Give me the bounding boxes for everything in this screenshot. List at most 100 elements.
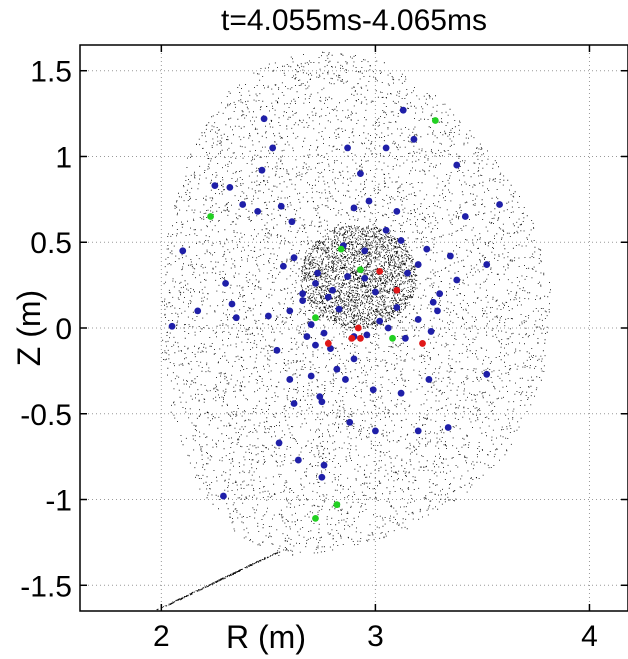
- red-markers-series: [324, 268, 426, 347]
- blue-marker-point: [453, 161, 461, 169]
- red-marker-point: [348, 334, 356, 342]
- blue-marker-point: [307, 321, 315, 328]
- blue-marker-point: [350, 204, 358, 212]
- blue-markers-series: [168, 106, 503, 500]
- chart-title: t=4.055ms-4.065ms: [221, 4, 487, 37]
- blue-marker-point: [312, 280, 319, 287]
- blue-marker-point: [399, 106, 407, 114]
- blue-marker-point: [307, 372, 315, 380]
- blue-marker-point: [226, 183, 234, 191]
- y-tick-label: -0.5: [20, 399, 72, 432]
- blue-marker-point: [264, 312, 272, 320]
- blue-marker-point: [294, 456, 302, 464]
- y-tick-label: 1: [55, 141, 72, 174]
- green-marker-point: [357, 266, 364, 274]
- blue-marker-point: [397, 237, 405, 244]
- blue-marker-point: [220, 492, 227, 500]
- blue-marker-point: [299, 290, 307, 298]
- x-tick-label: 2: [153, 620, 170, 653]
- y-axis-label: Z (m): [11, 290, 47, 366]
- blue-marker-point: [434, 307, 441, 315]
- blue-marker-point: [369, 386, 377, 394]
- red-marker-point: [419, 340, 426, 347]
- blue-marker-point: [269, 144, 277, 152]
- blue-marker-point: [397, 389, 405, 397]
- x-tick-label: 4: [581, 620, 598, 653]
- blue-marker-point: [211, 182, 219, 190]
- blue-marker-point: [254, 207, 262, 215]
- blue-marker-point: [222, 280, 229, 287]
- blue-marker-point: [316, 393, 324, 401]
- blue-marker-point: [194, 307, 202, 315]
- green-marker-point: [207, 213, 214, 220]
- blue-marker-point: [401, 334, 409, 342]
- y-tick-label: 1.5: [30, 56, 72, 89]
- red-marker-point: [376, 268, 384, 275]
- blue-marker-point: [453, 276, 461, 284]
- blue-marker-point: [314, 269, 322, 277]
- green-marker-point: [312, 514, 319, 522]
- grid-lines: [80, 45, 628, 611]
- green-marker-point: [312, 314, 319, 322]
- blue-marker-point: [376, 317, 384, 325]
- blue-marker-point: [275, 439, 283, 447]
- marker-series: [168, 106, 503, 522]
- y-tick-label: -1: [45, 485, 72, 518]
- blue-marker-point: [320, 461, 328, 469]
- red-marker-point: [354, 324, 362, 332]
- blue-marker-point: [483, 261, 491, 268]
- blue-marker-point: [258, 166, 266, 174]
- x-axis-label: R (m): [226, 619, 306, 655]
- blue-marker-point: [303, 333, 311, 340]
- blue-marker-point: [335, 305, 343, 313]
- blue-marker-point: [232, 314, 240, 322]
- blue-marker-point: [342, 376, 349, 383]
- blue-marker-point: [446, 252, 454, 260]
- blue-marker-point: [393, 207, 401, 215]
- blue-marker-point: [361, 247, 369, 255]
- green-marker-point: [431, 117, 439, 124]
- blue-marker-point: [288, 218, 296, 226]
- blue-marker-point: [425, 376, 433, 383]
- blue-marker-point: [423, 245, 431, 253]
- blue-marker-point: [318, 398, 326, 406]
- blue-marker-point: [365, 197, 373, 205]
- blue-marker-point: [382, 144, 390, 152]
- blue-marker-point: [444, 424, 452, 431]
- green-marker-point: [333, 501, 341, 509]
- blue-marker-point: [228, 300, 236, 308]
- y-tick-label: -1.5: [20, 570, 72, 603]
- blue-marker-point: [277, 202, 285, 210]
- blue-marker-point: [320, 329, 328, 337]
- blue-marker-point: [286, 307, 294, 315]
- blue-marker-point: [329, 286, 336, 294]
- blue-marker-point: [290, 400, 298, 407]
- axis-ticks: 2 3 4 -1.5 -1 -0.5 0 0.5 1 1.5: [20, 45, 628, 653]
- blue-marker-point: [393, 304, 401, 311]
- blue-marker-point: [410, 135, 418, 143]
- blue-marker-point: [239, 201, 247, 208]
- blue-marker-point: [344, 273, 351, 280]
- y-tick-label: 0: [55, 313, 72, 346]
- blue-marker-point: [372, 288, 379, 296]
- blue-marker-point: [312, 341, 319, 349]
- blue-marker-point: [260, 115, 268, 123]
- blue-marker-point: [344, 144, 351, 152]
- blue-marker-point: [414, 261, 422, 268]
- y-tick-label: 0.5: [30, 227, 72, 260]
- blue-marker-point: [382, 226, 390, 234]
- blue-marker-point: [350, 355, 358, 363]
- green-marker-point: [337, 245, 345, 253]
- blue-marker-point: [168, 322, 176, 330]
- blue-marker-point: [290, 254, 298, 262]
- blue-marker-point: [318, 473, 326, 481]
- blue-marker-point: [436, 290, 444, 298]
- blue-marker-point: [346, 418, 354, 426]
- blue-marker-point: [286, 376, 294, 383]
- blue-marker-point: [273, 346, 281, 354]
- blue-marker-point: [414, 427, 422, 435]
- blue-marker-point: [429, 298, 437, 306]
- blue-marker-point: [372, 427, 379, 435]
- red-marker-point: [357, 334, 364, 342]
